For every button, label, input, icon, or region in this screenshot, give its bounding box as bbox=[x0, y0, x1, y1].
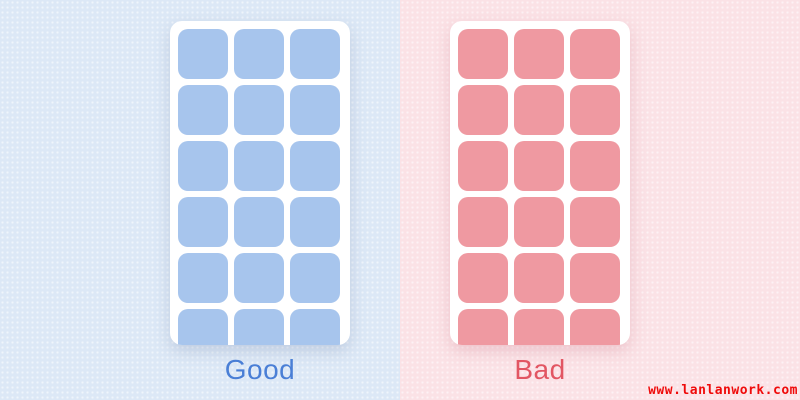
good-tile bbox=[234, 309, 284, 345]
bad-tile bbox=[570, 197, 620, 247]
good-tile bbox=[290, 253, 340, 303]
bad-tile-grid bbox=[458, 29, 622, 345]
bad-tile bbox=[570, 309, 620, 345]
good-tile bbox=[178, 197, 228, 247]
good-tile bbox=[234, 253, 284, 303]
good-tile bbox=[290, 309, 340, 345]
good-tile bbox=[290, 29, 340, 79]
good-tile bbox=[290, 141, 340, 191]
good-tile bbox=[234, 141, 284, 191]
good-tile bbox=[234, 29, 284, 79]
good-panel: Good bbox=[0, 0, 400, 400]
bad-tile bbox=[458, 29, 508, 79]
bad-tile bbox=[570, 29, 620, 79]
bad-tile bbox=[458, 309, 508, 345]
bad-tile bbox=[514, 253, 564, 303]
good-tile bbox=[234, 85, 284, 135]
good-tile bbox=[290, 197, 340, 247]
bad-tile bbox=[570, 141, 620, 191]
bad-tile bbox=[458, 85, 508, 135]
watermark-text: www.lanlanwork.com bbox=[648, 383, 798, 398]
bad-tile bbox=[514, 197, 564, 247]
bad-tile bbox=[570, 85, 620, 135]
bad-tile bbox=[514, 29, 564, 79]
bad-tile bbox=[514, 85, 564, 135]
bad-tile bbox=[458, 141, 508, 191]
good-tile bbox=[178, 141, 228, 191]
bad-tile bbox=[458, 197, 508, 247]
bad-panel: Bad bbox=[400, 0, 800, 400]
good-tile bbox=[178, 85, 228, 135]
good-tile bbox=[234, 197, 284, 247]
good-tile bbox=[178, 29, 228, 79]
bad-tile bbox=[570, 253, 620, 303]
good-label: Good bbox=[224, 354, 296, 385]
good-tile bbox=[290, 85, 340, 135]
good-tile-grid bbox=[178, 29, 342, 345]
bad-tile bbox=[458, 253, 508, 303]
good-tile bbox=[178, 309, 228, 345]
good-tile bbox=[178, 253, 228, 303]
bad-label: Bad bbox=[514, 354, 566, 385]
bad-tile bbox=[514, 141, 564, 191]
bad-card bbox=[450, 21, 630, 345]
good-card bbox=[170, 21, 350, 345]
bad-tile bbox=[514, 309, 564, 345]
